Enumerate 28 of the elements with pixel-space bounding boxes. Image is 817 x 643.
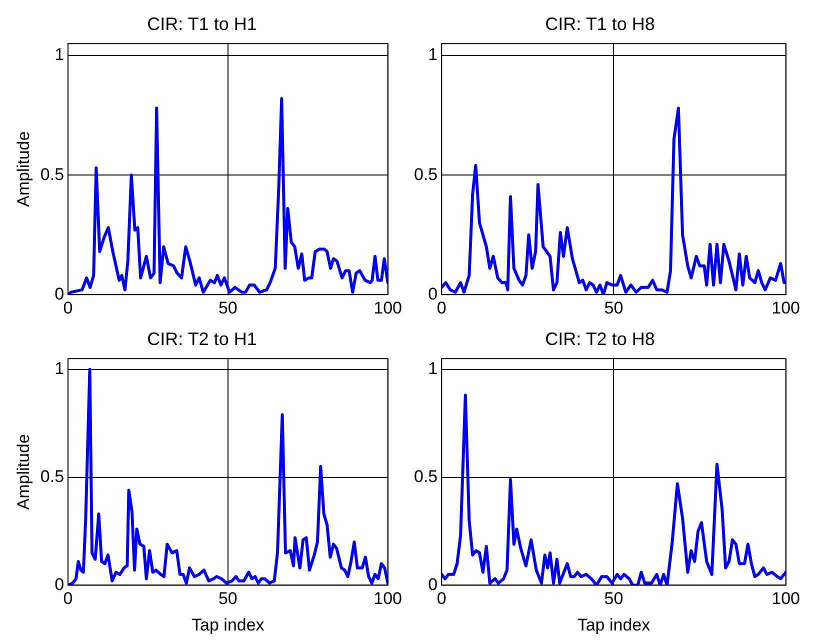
chart-title: CIR: T1 to H8	[545, 14, 655, 34]
y-tick-label: 1	[54, 359, 64, 378]
chart-title: CIR: T2 to H1	[147, 328, 257, 349]
x-tick-label: 50	[604, 589, 624, 608]
y-tick-label: 1	[428, 359, 438, 378]
x-tick-label: 100	[772, 298, 800, 318]
x-tick-label: 50	[604, 298, 624, 318]
x-axis-title: Tap index	[577, 615, 651, 634]
y-tick-label: 0	[428, 284, 438, 304]
y-tick-label: 1	[428, 45, 438, 64]
x-axis-title: Tap index	[192, 615, 265, 634]
y-axis-title: Amplitude	[14, 131, 33, 207]
y-tick-label: 0.5	[414, 466, 438, 486]
x-tick-label: 50	[218, 589, 238, 608]
y-tick-label: 0	[54, 284, 64, 304]
y-tick-label: 0.5	[414, 164, 438, 184]
x-tick-label: 100	[772, 589, 800, 608]
y-tick-label: 0.5	[40, 466, 64, 486]
x-tick-label: 100	[374, 298, 402, 318]
chart-title: CIR: T2 to H8	[545, 328, 655, 349]
y-tick-label: 0	[54, 574, 64, 594]
y-tick-label: 0	[428, 574, 438, 594]
y-tick-label: 1	[54, 45, 64, 64]
y-tick-label: 0.5	[40, 164, 64, 184]
x-tick-label: 50	[218, 298, 238, 318]
y-axis-title: Amplitude	[14, 434, 33, 510]
x-tick-label: 100	[374, 589, 402, 608]
chart-title: CIR: T1 to H1	[147, 14, 257, 34]
